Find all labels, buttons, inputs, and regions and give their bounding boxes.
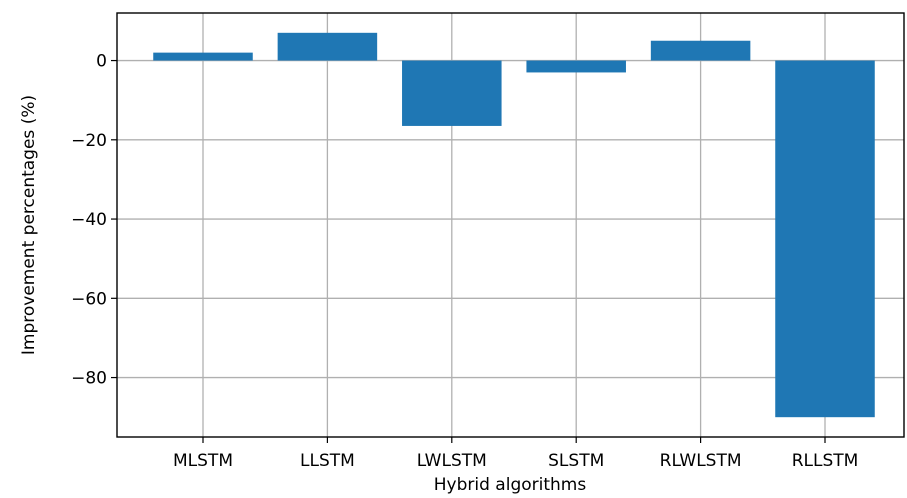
x-tick-label: LWLSTM bbox=[417, 451, 487, 471]
x-tick-label: RLWLSTM bbox=[660, 451, 742, 471]
x-tick-label: RLLSTM bbox=[792, 451, 859, 471]
bar-rlwlstm bbox=[650, 40, 751, 61]
plot-frame bbox=[116, 12, 905, 438]
y-tick-label: −20 bbox=[71, 131, 107, 151]
x-tick-label: MLSTM bbox=[173, 451, 233, 471]
y-axis-label: Improvement percentages (%) bbox=[19, 95, 39, 355]
y-tick-label: −80 bbox=[71, 369, 107, 389]
x-axis-label: Hybrid algorithms bbox=[434, 475, 587, 495]
y-tick-label: −60 bbox=[71, 289, 107, 309]
x-tick-label: LLSTM bbox=[300, 451, 355, 471]
ticks: 0 −20 −40 −60 −80 MLSTM LLSTM LWLSTM SLSTM RLWLST… bbox=[71, 52, 858, 471]
bar-llstm bbox=[277, 32, 378, 61]
y-tick-label: 0 bbox=[96, 52, 107, 72]
bars bbox=[153, 32, 875, 418]
bar-slstm bbox=[526, 60, 626, 73]
x-tick-label: SLSTM bbox=[548, 451, 604, 471]
bar-rllstm bbox=[775, 60, 875, 418]
bar-mlstm bbox=[153, 52, 253, 61]
bar-lwlstm bbox=[402, 60, 502, 126]
y-tick-label: −40 bbox=[71, 210, 107, 230]
